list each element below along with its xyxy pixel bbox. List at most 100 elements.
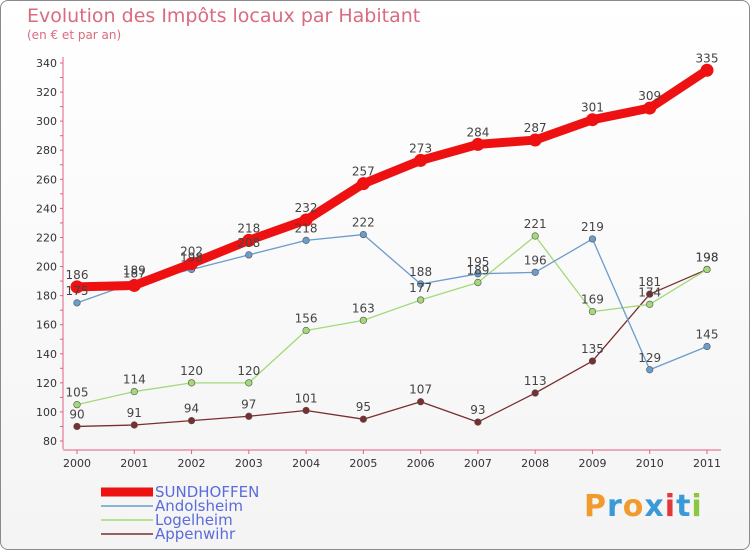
- data-point: [356, 177, 370, 191]
- legend-item-andolsheim: Andolsheim: [101, 497, 259, 515]
- data-point: [646, 290, 654, 298]
- data-point: [417, 280, 425, 288]
- data-label: 107: [409, 383, 432, 397]
- y-tick-label: 260: [36, 173, 57, 186]
- data-point: [242, 233, 256, 247]
- y-tick-label: 100: [36, 406, 57, 419]
- data-point: [302, 326, 310, 335]
- data-point: [646, 366, 654, 374]
- data-point: [359, 316, 367, 324]
- data-label: 202: [180, 245, 203, 259]
- data-label: 222: [352, 216, 375, 230]
- data-label: 284: [466, 125, 489, 139]
- x-tick-label: 2010: [636, 457, 664, 470]
- data-point: [474, 418, 482, 426]
- y-tick-label: 280: [36, 144, 57, 157]
- legend-label-appenwihr: Appenwihr: [155, 525, 236, 543]
- data-point: [588, 308, 597, 316]
- y-tick-label: 80: [43, 435, 57, 448]
- data-point: [187, 417, 196, 425]
- data-label: 335: [696, 51, 719, 65]
- data-point: [588, 357, 597, 365]
- data-point: [299, 213, 313, 227]
- data-label: 187: [123, 266, 146, 280]
- data-label: 91: [127, 406, 142, 420]
- data-label: 97: [241, 397, 256, 411]
- data-label: 174: [638, 285, 661, 299]
- data-label: 175: [66, 284, 89, 298]
- data-point: [130, 387, 138, 396]
- data-point: [471, 137, 485, 151]
- data-label: 114: [123, 373, 146, 387]
- x-tick-label: 2002: [178, 457, 206, 470]
- y-tick-label: 200: [36, 261, 57, 274]
- y-tick-label: 340: [36, 57, 57, 70]
- data-label: 219: [581, 220, 604, 234]
- series-line-sundhoffen: [72, 65, 712, 292]
- data-point: [414, 153, 428, 167]
- data-label: 208: [237, 236, 260, 250]
- data-label: 94: [184, 402, 199, 416]
- x-tick-label: 2009: [578, 457, 606, 470]
- data-label: 169: [581, 293, 604, 307]
- data-label: 186: [66, 268, 89, 282]
- data-label: 198: [696, 250, 719, 264]
- data-label: 163: [352, 301, 375, 315]
- data-label: 189: [466, 264, 489, 278]
- data-label: 120: [237, 364, 260, 378]
- data-point: [646, 300, 654, 308]
- data-point: [531, 389, 539, 397]
- data-point: [417, 296, 425, 304]
- legend: SUNDHOFFEN Andolsheim Logelheim Appenwih…: [101, 485, 259, 543]
- data-point: [531, 268, 539, 276]
- data-point: [588, 235, 597, 243]
- data-label: 113: [524, 374, 547, 388]
- data-label: 189: [123, 264, 146, 278]
- chart-subtitle: (en € et par an): [27, 28, 122, 42]
- y-tick-label: 300: [36, 115, 57, 128]
- data-label: 309: [638, 89, 661, 103]
- data-label: 218: [237, 221, 260, 235]
- data-label: 135: [581, 342, 604, 356]
- legend-label-andolsheim: Andolsheim: [155, 497, 243, 515]
- data-point: [359, 230, 367, 239]
- data-label: 188: [409, 265, 432, 279]
- data-point: [703, 342, 711, 351]
- data-point: [245, 251, 253, 259]
- data-label: 101: [295, 391, 318, 405]
- legend-swatch-logelheim: [101, 519, 153, 521]
- x-tick-label: 2001: [120, 457, 148, 470]
- data-point: [417, 398, 425, 406]
- legend-swatch-appenwihr: [101, 533, 153, 535]
- data-point: [585, 113, 599, 127]
- data-point: [302, 406, 310, 415]
- x-tick-label: 2000: [63, 457, 91, 470]
- data-point: [531, 232, 539, 240]
- y-tick-label: 120: [36, 377, 57, 390]
- data-label: 195: [466, 255, 489, 269]
- data-point: [528, 133, 542, 147]
- data-point: [474, 270, 482, 278]
- y-tick-label: 240: [36, 202, 57, 215]
- data-label: 105: [66, 386, 89, 400]
- data-label: 90: [69, 407, 84, 421]
- data-label: 177: [409, 281, 432, 295]
- data-label: 232: [295, 201, 318, 215]
- proxiti-logo: Proxiti: [584, 489, 703, 524]
- x-tick-label: 2003: [235, 457, 263, 470]
- data-point: [73, 422, 81, 431]
- data-label: 287: [524, 121, 547, 135]
- data-point: [73, 401, 81, 409]
- series-line-logelheim: [76, 235, 708, 406]
- data-label: 218: [295, 221, 318, 235]
- legend-swatch-andolsheim: [101, 505, 153, 507]
- data-label: 145: [696, 328, 719, 342]
- y-tick-label: 320: [36, 86, 57, 99]
- y-tick-label: 180: [36, 290, 57, 303]
- chart-title: Evolution des Impôts locaux par Habitant: [27, 5, 421, 27]
- x-tick-label: 2005: [349, 457, 377, 470]
- data-point: [187, 379, 196, 387]
- data-point: [127, 278, 141, 292]
